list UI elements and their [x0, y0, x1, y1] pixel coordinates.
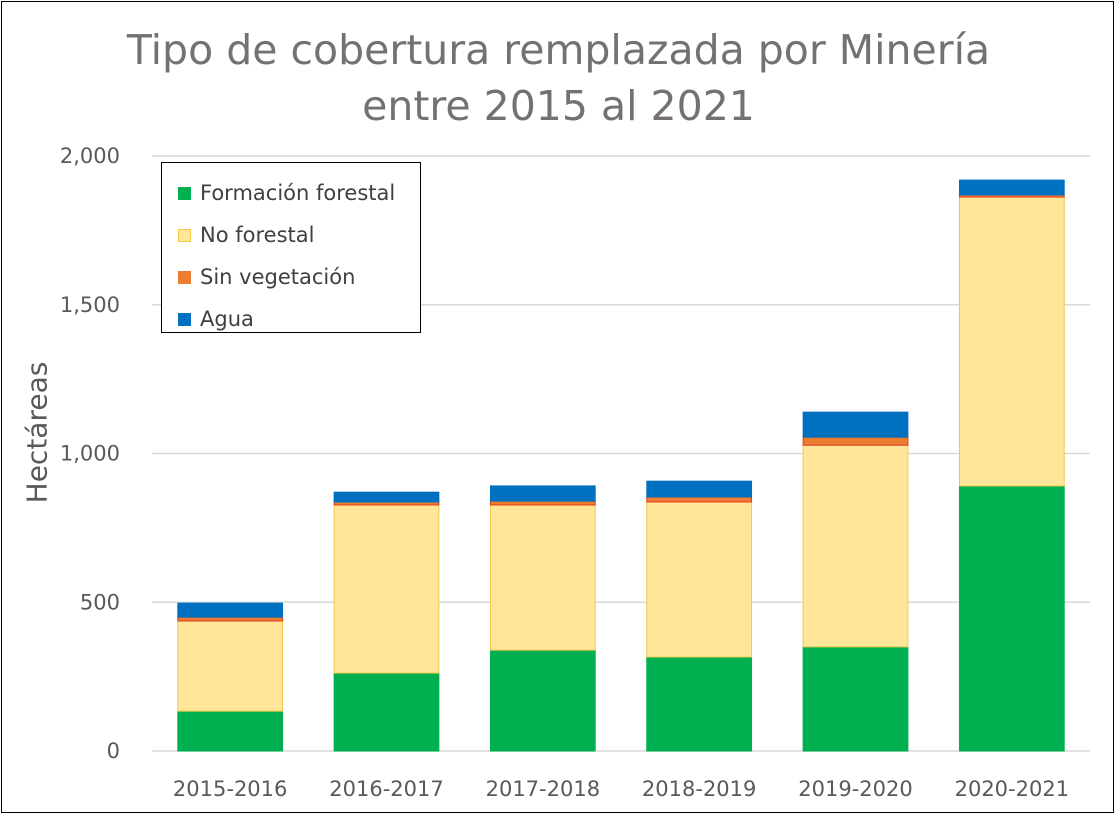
bar-segment [802, 444, 909, 648]
x-tick-label: 2020-2021 [955, 777, 1069, 801]
x-tick-label: 2015-2016 [173, 777, 287, 801]
bar-segment [489, 485, 596, 502]
legend-item: Agua [162, 298, 420, 340]
bar-segment [333, 491, 440, 503]
legend-item: Sin vegetación [162, 256, 420, 298]
bar-segment [489, 649, 596, 752]
bar-segment [333, 672, 440, 752]
legend: Formación forestal No forestal Sin vegetac… [161, 162, 421, 333]
y-tick-label: 1,500 [60, 293, 120, 317]
chart-title-line-1: Tipo de cobertura remplazada por Minería [126, 26, 991, 74]
y-tick-label: 500 [80, 590, 120, 614]
legend-item: No forestal [162, 214, 420, 256]
bar-segment [958, 485, 1065, 752]
bar-segment [177, 616, 284, 622]
legend-swatch [178, 186, 191, 200]
legend-swatch [178, 270, 191, 284]
bar-segment [802, 411, 909, 438]
legend-label: No forestal [200, 223, 315, 247]
chart-title-line-2: entre 2015 al 2021 [362, 82, 755, 130]
x-tick-label: 2016-2017 [329, 777, 443, 801]
bar-segment [489, 504, 596, 651]
x-tick-label: 2018-2019 [642, 777, 756, 801]
bar-segment [802, 436, 909, 446]
legend-label: Formación forestal [200, 181, 396, 205]
y-tick-label: 0 [107, 739, 120, 763]
legend-item: Formación forestal [162, 172, 420, 214]
legend-swatch [178, 312, 191, 326]
bar-segment [177, 620, 284, 712]
bar-segment [802, 646, 909, 752]
bar-segment [177, 710, 284, 752]
y-tick-label: 2,000 [60, 144, 120, 168]
bar-segment [489, 500, 596, 506]
x-tick-label: 2019-2020 [798, 777, 912, 801]
bar-segment [646, 501, 753, 658]
bar-segment [958, 179, 1065, 196]
legend-label: Sin vegetación [200, 265, 356, 289]
legend-label: Agua [200, 307, 254, 331]
bar-segment [646, 656, 753, 752]
bar-segment [333, 504, 440, 674]
bar-segment [177, 602, 284, 618]
chart-title: Tipo de cobertura remplazada por Minería… [0, 22, 1117, 134]
bar-segment [646, 480, 753, 498]
legend-swatch [178, 228, 191, 242]
y-tick-label: 1,000 [60, 442, 120, 466]
bar-segment [646, 496, 753, 503]
x-tick-label: 2017-2018 [486, 777, 600, 801]
bar-segment [958, 196, 1065, 487]
